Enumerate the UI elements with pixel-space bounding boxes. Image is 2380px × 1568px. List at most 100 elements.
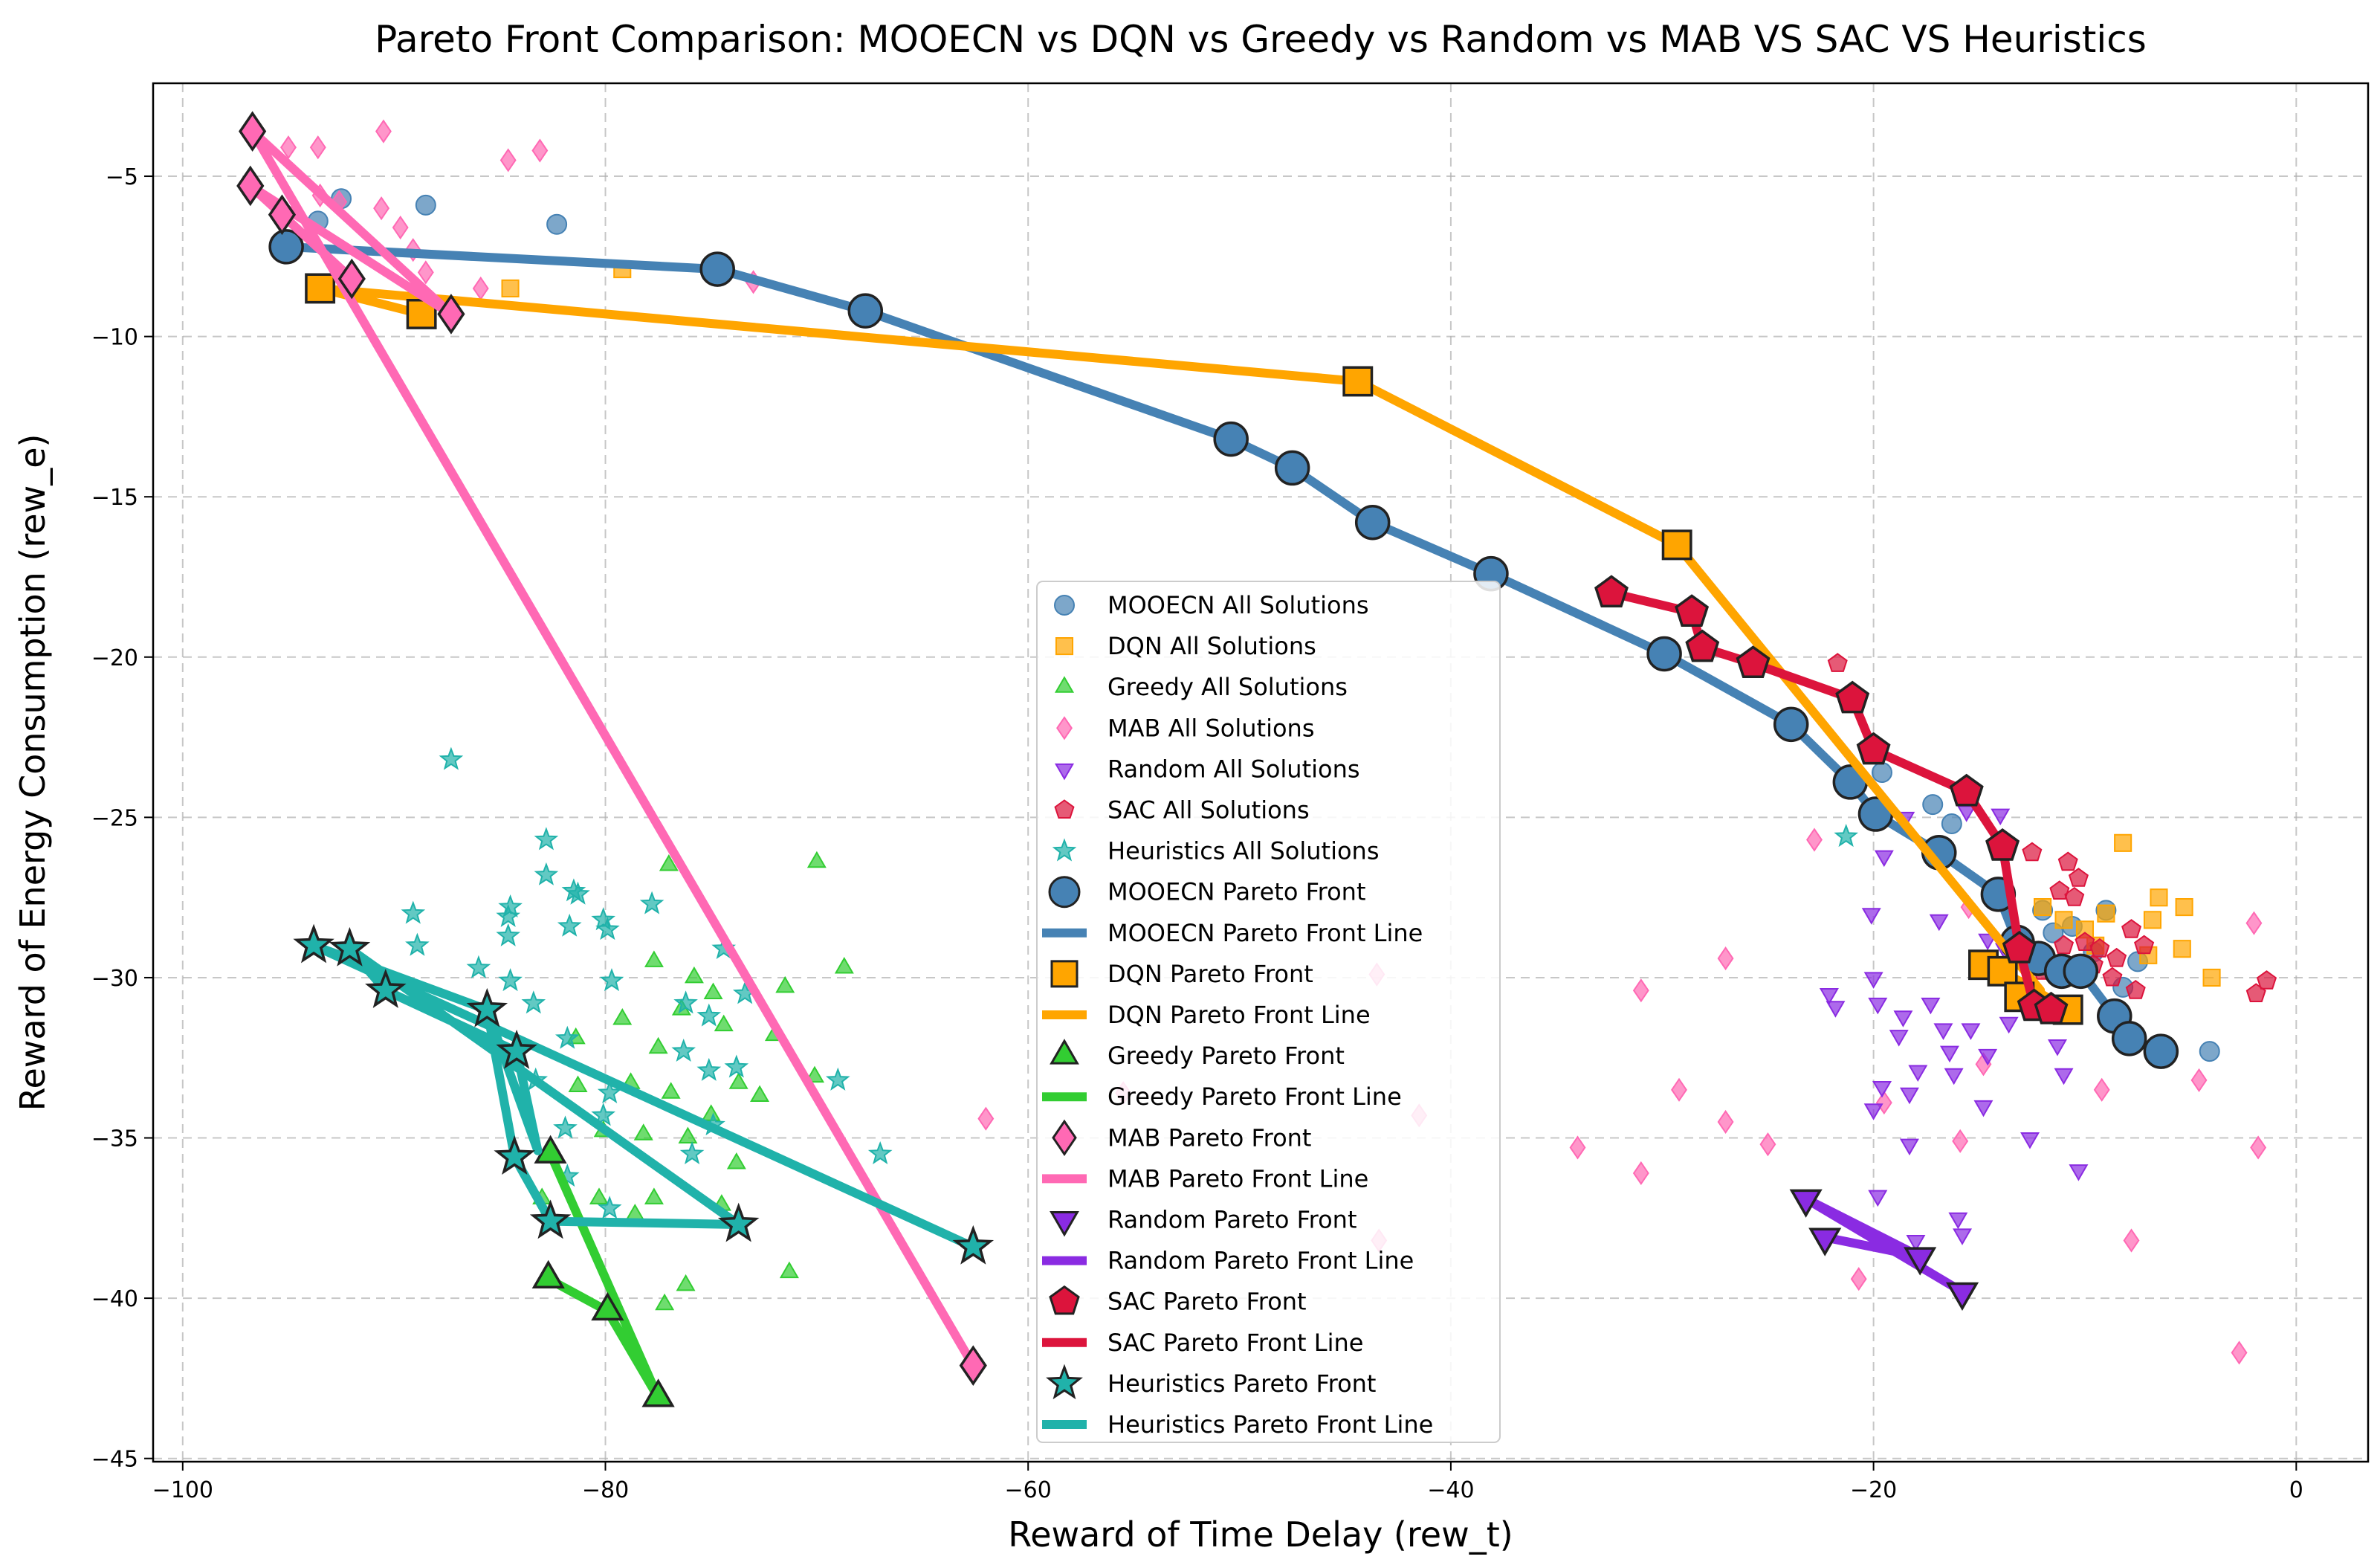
scatter-point	[644, 1187, 664, 1204]
y-tick-label: −35	[91, 1126, 138, 1152]
pareto-front-point	[1904, 1247, 1937, 1276]
pareto-front-point	[1675, 594, 1710, 627]
axes-frame	[152, 82, 2370, 1463]
scatter-point	[2123, 1228, 2140, 1253]
pareto-front-point	[1808, 1227, 1842, 1256]
scatter-point	[684, 966, 704, 984]
scatter-point	[280, 135, 297, 160]
legend-marker	[1048, 876, 1081, 909]
scatter-point	[1893, 1010, 1913, 1027]
scatter-point	[633, 1123, 653, 1140]
scatter-point	[466, 955, 491, 978]
plot-area	[236, 111, 2277, 1407]
scatter-point	[703, 982, 723, 999]
scatter-point	[521, 990, 546, 1014]
legend-label: Heuristics All Solutions	[1107, 837, 1380, 865]
scatter-point	[1973, 1100, 1993, 1117]
scatter-point	[2054, 1068, 2074, 1085]
scatter-point	[2245, 911, 2263, 935]
scatter-point	[1899, 1087, 1919, 1105]
legend-label: MAB Pareto Front	[1107, 1123, 1311, 1152]
pareto-front-point	[494, 1135, 536, 1175]
legend-marker	[1050, 1039, 1079, 1065]
pareto-front-point	[1789, 1189, 1823, 1218]
pareto-front-point	[1274, 450, 1310, 486]
scatter-point	[671, 1038, 696, 1062]
scatter-point	[679, 1140, 705, 1165]
pareto-front-point	[699, 251, 735, 287]
scatter-point	[724, 1054, 749, 1078]
scatter-point	[2075, 932, 2095, 951]
scatter-point	[661, 1082, 681, 1099]
scatter-point	[1827, 653, 1848, 672]
legend-label: Random All Solutions	[1107, 755, 1360, 783]
scatter-point	[779, 1261, 799, 1279]
scatter-point	[566, 881, 590, 905]
scatter-point	[589, 1187, 609, 1204]
legend-entry: Random Pareto Front	[1050, 1206, 1357, 1237]
x-tick-label: −80	[582, 1477, 629, 1503]
pareto-front-point	[329, 926, 371, 967]
legend-entry: MAB Pareto Front Line	[1042, 1164, 1368, 1193]
y-axis-label: Reward of Energy Consumption (rew_e)	[13, 434, 53, 1112]
legend-entry: Heuristics Pareto Front	[1046, 1364, 1376, 1400]
legend: MOOECN All Solutions DQN All Solutions Gre…	[1036, 581, 1501, 1443]
scatter-point	[417, 260, 434, 285]
scatter-point	[648, 1036, 668, 1054]
legend-entry: DQN Pareto Front Line	[1042, 1001, 1371, 1029]
pareto-front-point	[1945, 1282, 1979, 1311]
scatter-point	[496, 903, 521, 927]
legend-marker	[1054, 799, 1075, 819]
scatter-point	[2064, 886, 2085, 906]
scatter-point	[2022, 842, 2043, 862]
scatter-point	[2069, 1164, 2089, 1181]
scatter-point	[2245, 983, 2266, 1002]
scatter-point	[496, 923, 521, 946]
scatter-point	[612, 1007, 633, 1025]
dqn-pareto-front	[305, 273, 2083, 1025]
pareto-front-point	[529, 1199, 572, 1239]
scatter-point	[1717, 946, 1734, 971]
legend-entry: SAC Pareto Front Line	[1042, 1329, 1363, 1357]
legend-marker	[1050, 960, 1079, 988]
legend-entry: MOOECN All Solutions	[1053, 591, 1369, 619]
scatter-point	[750, 1085, 770, 1102]
scatter-point	[2068, 868, 2089, 887]
pareto-front-point	[1646, 636, 1682, 672]
legend-entry: MOOECN Pareto Front	[1048, 876, 1366, 909]
ticks: −100 −80 −60 −40 −20 0 −5 −10 −15 −20 −25 −30 −35 −40…	[91, 164, 2303, 1503]
pareto-front-point	[959, 1345, 987, 1386]
scatter-point	[2093, 1077, 2110, 1102]
scatter-point	[1952, 1129, 1969, 1153]
scatter-point	[726, 1152, 746, 1169]
scatter-point	[714, 1014, 734, 1032]
scatter-point	[591, 1103, 616, 1126]
scatter-point	[2049, 880, 2070, 900]
pareto-front-point	[2143, 1033, 2179, 1069]
scatter-point	[1871, 762, 1892, 783]
y-tick-label: −15	[91, 485, 138, 511]
scatter-point	[534, 827, 559, 851]
y-tick-label: −25	[91, 805, 138, 831]
legend-entry: Heuristics Pareto Front Line	[1042, 1410, 1433, 1439]
pareto-front-point	[1856, 732, 1891, 765]
scatter-point	[1868, 1190, 1888, 1207]
pareto-front-point	[1736, 645, 1771, 678]
legend-label: SAC Pareto Front Line	[1107, 1329, 1363, 1357]
scatter-point	[309, 135, 326, 160]
scatter-point	[1872, 1081, 1892, 1098]
scatter-point	[2097, 904, 2115, 923]
scatter-point	[806, 851, 827, 868]
legend-entry: Greedy Pareto Front	[1050, 1039, 1345, 1070]
legend-label: MAB Pareto Front Line	[1107, 1164, 1368, 1193]
scatter-point	[2114, 833, 2132, 852]
scatter-point	[1978, 933, 1998, 951]
scatter-point	[867, 1140, 893, 1165]
pareto-front-point	[1354, 504, 1391, 541]
scatter-point	[1806, 827, 1823, 852]
legend-label: SAC Pareto Front	[1107, 1288, 1307, 1316]
pareto-front-point	[293, 923, 334, 964]
pareto-front-point	[1773, 706, 1809, 743]
legend-marker	[1052, 1119, 1077, 1156]
legend-entry: MAB All Solutions	[1056, 714, 1315, 742]
